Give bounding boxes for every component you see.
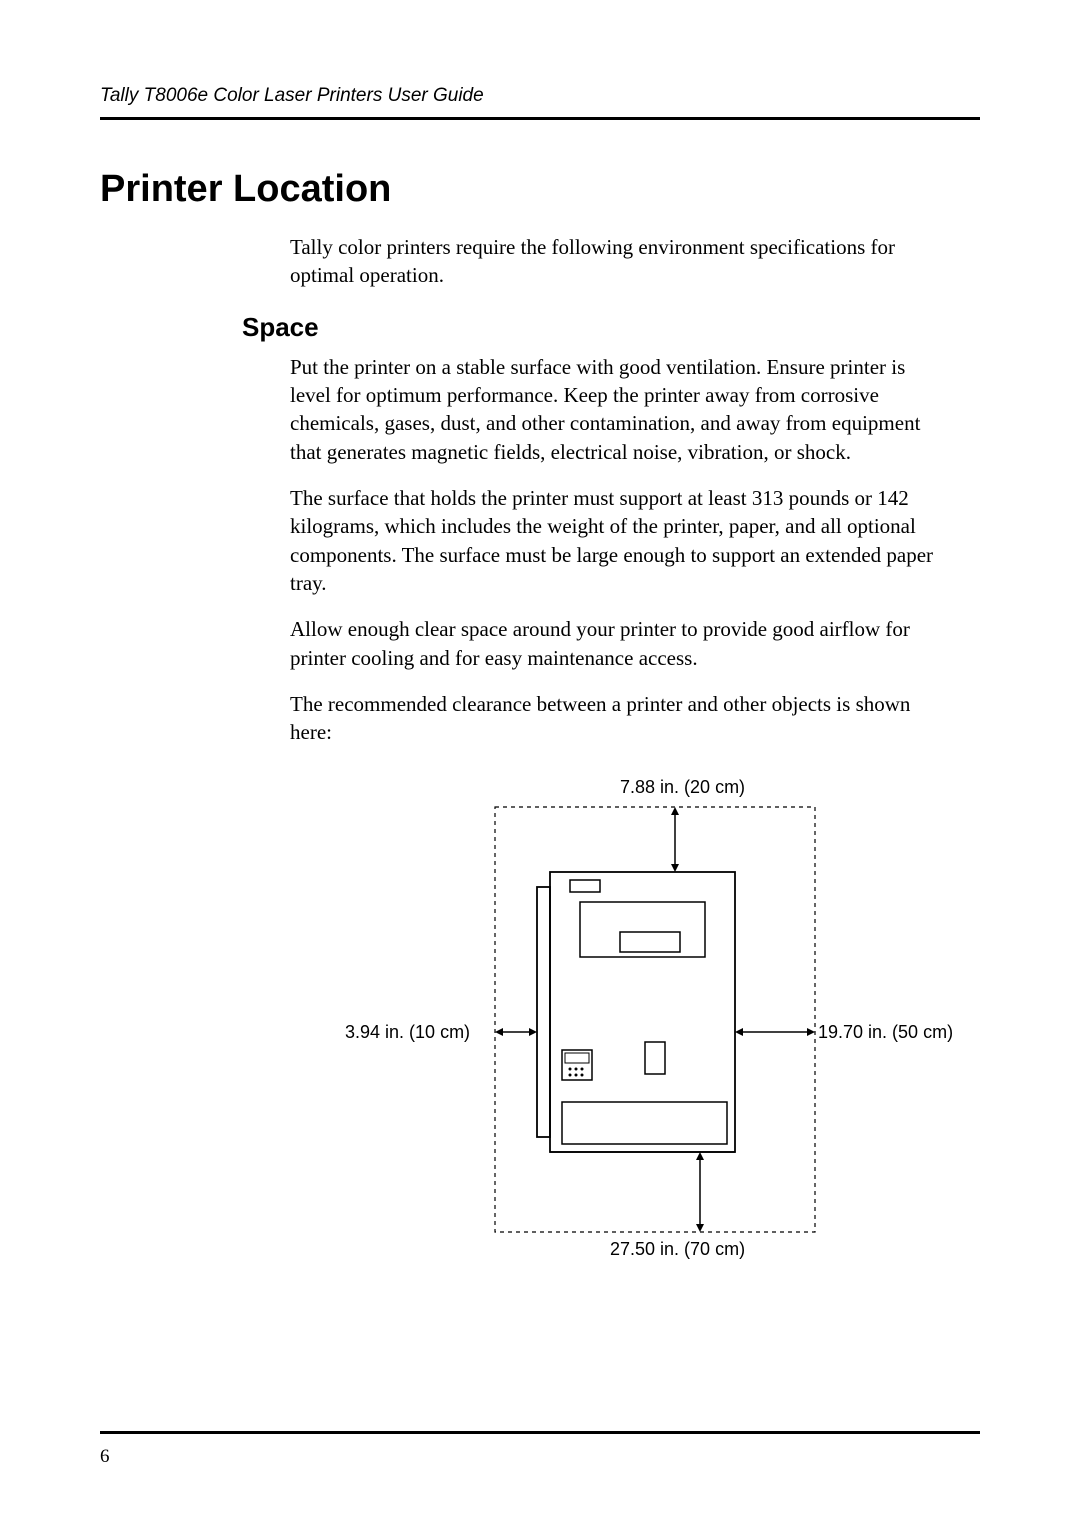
body-paragraph: The recommended clearance between a prin…: [290, 690, 950, 747]
printer-clearance-svg: [490, 802, 830, 1252]
running-header: Tally T8006e Color Laser Printers User G…: [100, 85, 980, 120]
body-paragraph: Put the printer on a stable surface with…: [290, 353, 950, 466]
body-paragraph: Allow enough clear space around your pri…: [290, 615, 950, 672]
section-heading: Printer Location: [100, 168, 980, 211]
dimension-label-top: 7.88 in. (20 cm): [620, 777, 745, 798]
dimension-label-left: 3.94 in. (10 cm): [345, 1022, 470, 1043]
page-footer: 6: [100, 1431, 980, 1468]
body-paragraph: The surface that holds the printer must …: [290, 484, 950, 597]
subsection-heading: Space: [242, 312, 980, 343]
intro-paragraph: Tally color printers require the followi…: [290, 233, 930, 290]
document-page: Tally T8006e Color Laser Printers User G…: [0, 0, 1080, 1528]
footer-rule: 6: [100, 1431, 980, 1468]
dimension-label-right: 19.70 in. (50 cm): [818, 1022, 953, 1043]
page-number: 6: [100, 1446, 110, 1467]
